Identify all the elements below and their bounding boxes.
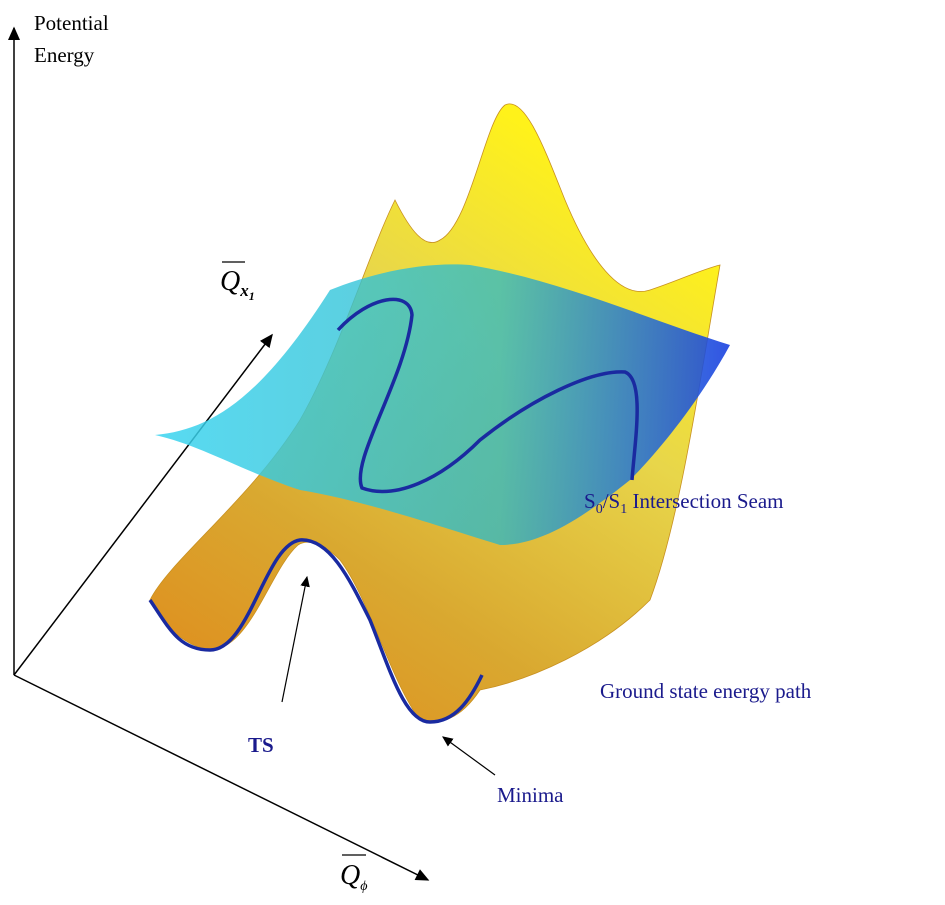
- ts-arrow: [282, 577, 307, 702]
- phi-axis-label: Qϕ: [340, 860, 367, 894]
- phi-axis: [14, 675, 428, 880]
- seam-label: S0/S1 Intersection Seam: [584, 489, 783, 517]
- ground-path-label: Ground state energy path: [600, 679, 812, 703]
- energy-label: Energy: [34, 43, 95, 67]
- minima-arrow: [443, 737, 495, 775]
- ts-label: TS: [248, 733, 274, 757]
- minima-label: Minima: [497, 783, 564, 807]
- diagram: Potential Energy Qx1 Qϕ S0/S1 Intersecti…: [0, 0, 945, 905]
- energy-label: Potential: [34, 11, 109, 35]
- x1-axis-label: Qx1: [220, 266, 255, 303]
